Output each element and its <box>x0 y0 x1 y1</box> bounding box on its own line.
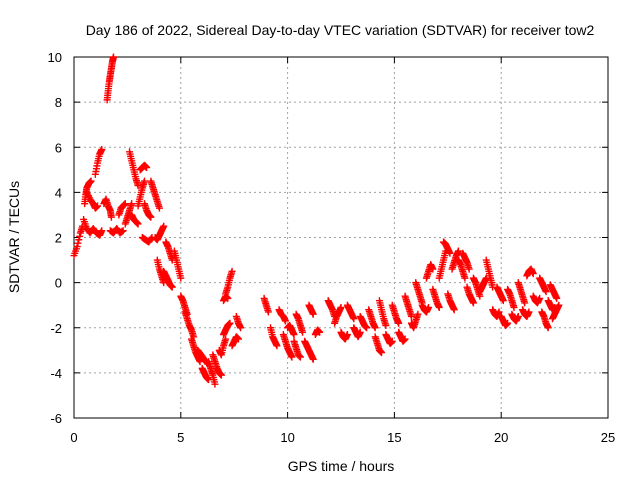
y-tick-label: -4 <box>50 366 62 381</box>
x-axis-label: GPS time / hours <box>288 458 395 474</box>
data-point <box>525 308 533 316</box>
chart-title: Day 186 of 2022, Sidereal Day-to-day VTE… <box>86 22 595 38</box>
y-tick-label: 6 <box>55 140 62 155</box>
data-point <box>76 232 84 240</box>
data-point <box>465 265 473 273</box>
x-tick-label: 15 <box>387 430 401 445</box>
data-point <box>450 306 458 314</box>
data-point <box>237 324 245 332</box>
data-point <box>121 200 129 208</box>
data-point <box>371 324 379 332</box>
data-point <box>234 335 242 343</box>
data-point <box>454 247 462 255</box>
y-tick-label: -2 <box>50 321 62 336</box>
ticks: 0 5 10 15 20 25 -6 -4 -2 0 2 4 6 8 10 <box>48 50 616 445</box>
data-point <box>226 319 234 327</box>
data-point <box>461 274 469 282</box>
grid <box>74 57 608 418</box>
data-point <box>529 270 537 278</box>
data-point <box>555 301 563 309</box>
data-point <box>281 317 289 325</box>
data-point <box>356 328 364 336</box>
data-point <box>168 283 176 291</box>
data-point <box>155 204 163 212</box>
x-tick-label: 25 <box>601 430 615 445</box>
data-point <box>98 227 106 235</box>
x-tick-label: 0 <box>70 430 77 445</box>
data-point <box>382 321 390 329</box>
data-point <box>222 335 230 343</box>
data-point <box>93 202 101 210</box>
data-point <box>177 274 185 282</box>
data-point <box>425 303 433 311</box>
data-point <box>514 312 522 320</box>
data-point <box>388 337 396 345</box>
data-point <box>395 319 403 327</box>
data-point <box>75 236 83 244</box>
y-tick-label: 4 <box>55 185 62 200</box>
data-point <box>495 308 503 316</box>
data-point <box>107 213 115 221</box>
data-point <box>309 310 317 318</box>
x-tick-label: 20 <box>494 430 508 445</box>
data-point <box>296 353 304 361</box>
data-point <box>87 177 95 185</box>
data-point <box>435 303 443 311</box>
data-point <box>542 288 550 296</box>
data-point <box>309 355 317 363</box>
data-point <box>536 294 544 302</box>
data-point <box>128 200 136 208</box>
data-points <box>70 53 563 388</box>
y-tick-label: -6 <box>50 411 62 426</box>
x-tick-label: 10 <box>280 430 294 445</box>
data-point <box>143 164 151 172</box>
y-tick-label: 10 <box>48 50 62 65</box>
data-point <box>316 328 324 336</box>
y-axis-label: SDTVAR / TECUs <box>6 181 22 293</box>
data-point <box>228 267 236 275</box>
data-point <box>414 310 422 318</box>
data-point <box>299 328 307 336</box>
data-point <box>110 53 118 61</box>
data-point <box>337 303 345 311</box>
data-point <box>134 220 142 228</box>
data-point <box>343 331 351 339</box>
data-point <box>140 177 148 185</box>
data-point <box>553 294 561 302</box>
data-point <box>147 213 155 221</box>
data-point <box>350 315 358 323</box>
data-point <box>510 303 518 311</box>
data-point <box>378 349 386 357</box>
data-point <box>407 312 415 320</box>
y-tick-label: 2 <box>55 231 62 246</box>
data-point <box>288 353 296 361</box>
data-point <box>217 371 225 379</box>
y-tick-label: 0 <box>55 276 62 291</box>
data-point <box>73 243 81 251</box>
data-point <box>469 299 477 307</box>
x-tick-label: 5 <box>177 430 184 445</box>
data-point <box>264 308 272 316</box>
data-point <box>160 222 168 230</box>
data-point <box>521 299 529 307</box>
data-point <box>504 319 512 327</box>
data-point <box>211 380 219 388</box>
data-point <box>544 324 552 332</box>
data-point <box>429 265 437 273</box>
data-point <box>273 342 281 350</box>
data-point <box>401 335 409 343</box>
data-point <box>499 297 507 305</box>
data-point <box>363 324 371 332</box>
y-tick-label: 8 <box>55 95 62 110</box>
data-point <box>446 249 454 257</box>
data-point <box>119 227 127 235</box>
data-point <box>224 294 232 302</box>
data-point <box>196 358 204 366</box>
data-point <box>290 331 298 339</box>
data-point <box>74 239 82 247</box>
data-point <box>98 146 106 154</box>
